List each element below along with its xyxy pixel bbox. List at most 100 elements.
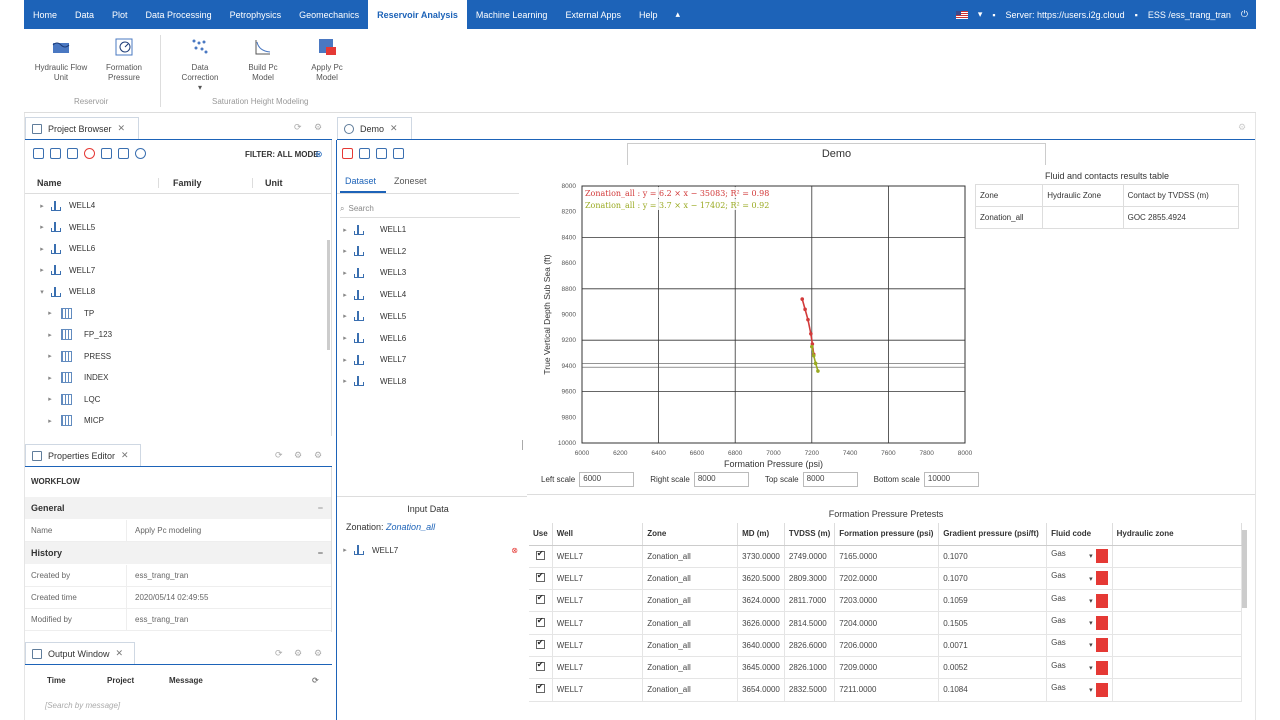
dataset-search[interactable]: ⌕ Search (340, 200, 520, 218)
refresh-tree-icon[interactable] (50, 148, 61, 159)
settings-icon[interactable]: ⚙ (1238, 122, 1247, 132)
fluid-color-swatch[interactable]: ▾ (1089, 682, 1108, 697)
refresh-icon[interactable]: ⟳ (312, 675, 319, 685)
use-cell[interactable] (529, 589, 553, 613)
expand-icon[interactable]: ▸ (48, 396, 52, 403)
use-cell[interactable] (529, 611, 553, 635)
expand-icon[interactable]: ▸ (40, 267, 44, 274)
bottom-scale-input[interactable]: 10000 (923, 472, 979, 487)
import-icon[interactable] (33, 148, 44, 159)
settings-icon[interactable]: ⚙ (314, 450, 323, 460)
hydraulic-zone-cell[interactable] (1112, 634, 1242, 657)
fluid-code-select[interactable]: Gas (1051, 593, 1066, 603)
menu-home[interactable]: Home (33, 9, 58, 20)
use-cell[interactable] (529, 656, 553, 680)
menu-data[interactable]: Data (75, 9, 95, 20)
scrollbar[interactable] (327, 240, 330, 350)
settings-icon[interactable]: ⚙ (314, 648, 323, 658)
column-project[interactable]: Project (107, 675, 135, 685)
expand-icon[interactable]: ▾ (40, 288, 44, 296)
dataset-well-item[interactable]: ▸ WELL4 (340, 284, 520, 305)
settings-icon[interactable]: ⚙ (314, 122, 323, 132)
tree-item-dataset[interactable]: ▸ PRESS (25, 346, 331, 367)
use-checkbox[interactable] (535, 682, 545, 694)
hydraulic-flow-unit-button[interactable]: Hydraulic Flow Unit (32, 37, 90, 83)
power-icon[interactable]: ⏻ (1240, 9, 1248, 19)
dataset-well-item[interactable]: ▸ WELL5 (340, 306, 520, 327)
save-icon[interactable] (359, 148, 370, 159)
flag-icon[interactable] (955, 10, 968, 19)
expand-icon[interactable]: ▸ (40, 245, 44, 253)
copy-icon[interactable] (376, 148, 387, 159)
fluid-color-swatch[interactable]: ▾ (1089, 660, 1108, 675)
pretests-header[interactable]: Use (529, 523, 553, 546)
expand-icon[interactable]: ▸ (48, 331, 52, 339)
close-icon[interactable]: ✕ (390, 123, 398, 133)
property-value[interactable]: Apply Pc modeling (135, 526, 202, 535)
expand-icon[interactable]: ▸ (48, 374, 52, 382)
expand-icon[interactable]: ▸ (343, 248, 347, 256)
apply-pc-model-button[interactable]: Apply Pc Model (304, 37, 350, 83)
fluid-code-cell[interactable]: Gas ▾ (1046, 678, 1113, 702)
dataset-well-item[interactable]: ▸ WELL8 (340, 371, 520, 392)
expand-icon[interactable]: ▸ (48, 310, 52, 317)
tab-properties-editor[interactable]: Properties Editor ✕ (25, 444, 141, 466)
history-section[interactable]: History − (25, 542, 331, 564)
tree-item-dataset[interactable]: ▸ TP (25, 303, 331, 324)
expand-icon[interactable]: ▸ (40, 202, 44, 210)
dataset-well-item[interactable]: ▸ WELL7 (340, 349, 520, 370)
splitter[interactable] (522, 440, 523, 450)
expand-icon[interactable]: ▸ (48, 417, 52, 425)
formation-pressure-button[interactable]: Formation Pressure (102, 37, 146, 83)
pretests-header[interactable]: Zone (642, 523, 739, 546)
use-cell[interactable] (529, 567, 553, 591)
menu-machine-learning[interactable]: Machine Learning (475, 9, 548, 20)
fluid-code-select[interactable]: Gas (1051, 549, 1066, 559)
use-checkbox[interactable] (535, 616, 545, 627)
fluid-color-swatch[interactable]: ▾ (1089, 593, 1108, 608)
right-scale-input[interactable]: 8000 (693, 472, 749, 487)
left-scale-input[interactable]: 6000 (579, 472, 635, 487)
expand-icon[interactable]: ▸ (343, 291, 347, 299)
tree-item-well[interactable]: ▸ WELL7 (25, 260, 331, 281)
hydraulic-zone-cell[interactable] (1112, 611, 1242, 635)
dataset-well-item[interactable]: ▸ WELL3 (340, 262, 520, 283)
use-cell[interactable] (529, 634, 553, 657)
expand-icon[interactable]: ▸ (48, 353, 52, 360)
settings-icon[interactable]: ⚙ (294, 450, 303, 460)
use-checkbox[interactable] (535, 638, 545, 649)
use-checkbox[interactable] (535, 549, 545, 560)
expand-icon[interactable]: ▸ (343, 335, 347, 342)
pretests-header[interactable]: Hydraulic zone (1112, 523, 1242, 546)
use-checkbox[interactable] (535, 571, 545, 582)
input-well-row[interactable]: ▸ WELL7 ⊗ (340, 541, 520, 559)
pretests-header[interactable]: Well (552, 523, 644, 546)
fluid-code-select[interactable]: Gas (1051, 571, 1066, 581)
settings-icon[interactable]: ⚙ (294, 648, 303, 658)
tree-item-well[interactable]: ▸ WELL4 (25, 195, 331, 216)
column-family[interactable]: Family (159, 177, 253, 188)
build-pc-model-button[interactable]: Build Pc Model (240, 37, 286, 83)
hydraulic-zone-cell[interactable] (1112, 567, 1242, 591)
column-message[interactable]: Message (169, 675, 203, 685)
hydraulic-zone-cell[interactable] (1112, 678, 1242, 702)
refresh-icon[interactable]: ⟳ (294, 122, 302, 132)
pretests-header[interactable]: MD (m) (737, 523, 785, 546)
fluid-code-select[interactable]: Gas (1051, 638, 1066, 648)
pretests-header[interactable]: Formation pressure (psi) (834, 523, 940, 546)
fluid-color-swatch[interactable]: ▾ (1089, 616, 1108, 631)
fluid-code-cell[interactable]: Gas ▾ (1046, 656, 1113, 680)
tab-output-window[interactable]: Output Window ✕ (25, 642, 135, 664)
tree-item-well[interactable]: ▾ WELL8 (25, 281, 331, 302)
tab-dataset[interactable]: Dataset (345, 176, 377, 186)
menu-plot[interactable]: Plot (112, 9, 128, 20)
fluid-code-cell[interactable]: Gas ▾ (1046, 634, 1113, 657)
hydraulic-zone-cell[interactable] (1112, 589, 1242, 613)
data-correction-button[interactable]: Data Correction ▾ (174, 37, 226, 93)
tree-item-dataset[interactable]: ▸ FP_123 (25, 324, 331, 345)
use-cell[interactable] (529, 545, 553, 568)
output-search-input[interactable]: [Search by message] (45, 701, 121, 710)
fluid-code-cell[interactable]: Gas ▾ (1046, 611, 1113, 635)
tab-zoneset[interactable]: Zoneset (394, 176, 427, 186)
dataset-well-item[interactable]: ▸ WELL6 (340, 328, 520, 349)
